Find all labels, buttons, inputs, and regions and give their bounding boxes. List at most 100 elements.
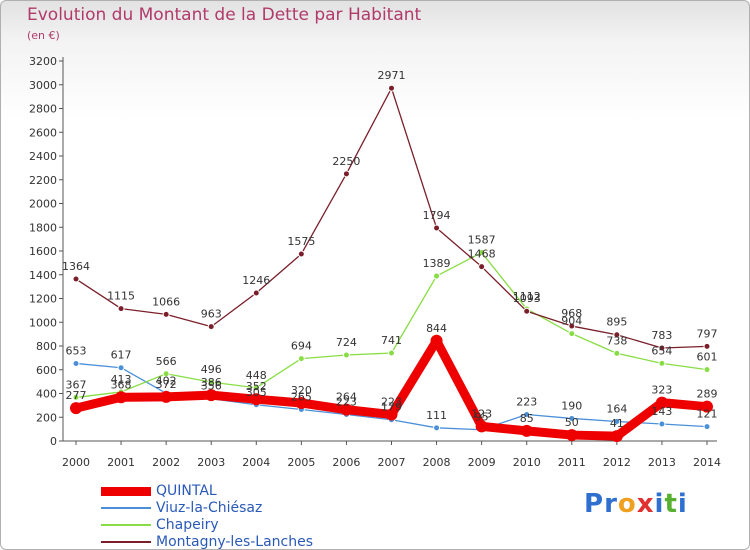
data-label-montagny-les-lanches: 2250 <box>332 155 360 168</box>
data-point-quintal <box>160 390 173 403</box>
data-point-montagny-les-lanches <box>207 323 215 331</box>
data-label-chapeiry: 566 <box>156 355 177 368</box>
y-tick-label: 2600 <box>29 126 57 139</box>
data-label-montagny-les-lanches: 1575 <box>287 235 315 248</box>
y-tick-label: 1600 <box>29 245 57 258</box>
data-point-viuz-la-chi-saz <box>72 359 80 367</box>
data-label-montagny-les-lanches: 2971 <box>378 69 406 82</box>
data-point-montagny-les-lanches <box>568 322 576 330</box>
x-tick-label: 2006 <box>332 456 360 469</box>
data-point-montagny-les-lanches <box>433 224 441 232</box>
data-label-viuz-la-chi-saz: 190 <box>561 399 582 412</box>
legend-swatch-quintal <box>101 487 151 496</box>
data-label-chapeiry: 1112 <box>513 290 541 303</box>
legend-label-quintal: QUINTAL <box>156 483 217 499</box>
data-point-quintal <box>701 400 713 413</box>
data-label-montagny-les-lanches: 1066 <box>152 295 180 308</box>
y-tick-label: 200 <box>36 411 57 424</box>
proxiti-logo: Proxiti <box>584 489 688 519</box>
data-point-montagny-les-lanches <box>703 342 711 350</box>
data-label-chapeiry: 496 <box>201 363 222 376</box>
data-label-chapeiry: 601 <box>697 351 718 364</box>
data-label-montagny-les-lanches: 783 <box>651 329 672 342</box>
data-point-quintal <box>340 403 353 416</box>
chart-axes: 0 200 400 600 800 1000 1200 1400 1600 1800 2000 220… <box>29 55 721 469</box>
data-point-quintal <box>430 334 443 347</box>
data-label-viuz-la-chi-saz: 356 <box>201 380 222 393</box>
x-tick-label: 2001 <box>107 456 135 469</box>
y-tick-label: 2800 <box>29 103 57 116</box>
x-tick-label: 2011 <box>558 456 586 469</box>
data-label-viuz-la-chi-saz: 653 <box>66 344 87 357</box>
logo-letter: P <box>584 489 605 519</box>
data-label-quintal: 386 <box>201 376 222 389</box>
data-point-chapeiry <box>162 370 170 378</box>
data-label-quintal: 368 <box>111 378 132 391</box>
logo-letter: o <box>617 489 637 519</box>
y-tick-label: 2200 <box>29 174 57 187</box>
x-tick-label: 2002 <box>152 456 180 469</box>
x-tick-label: 2014 <box>693 456 721 469</box>
data-label-viuz-la-chi-saz: 402 <box>156 374 177 387</box>
data-point-chapeiry <box>72 393 80 401</box>
data-label-chapeiry: 694 <box>291 340 312 353</box>
logo-letter: r <box>604 489 618 519</box>
x-tick-label: 2008 <box>423 456 451 469</box>
data-point-montagny-les-lanches <box>478 263 486 271</box>
logo-letter: i <box>654 489 665 519</box>
data-label-quintal: 123 <box>471 407 492 420</box>
y-tick-label: 1800 <box>29 221 57 234</box>
data-point-viuz-la-chi-saz <box>658 420 666 428</box>
data-label-quintal: 320 <box>291 384 312 397</box>
data-point-montagny-les-lanches <box>117 305 125 313</box>
data-point-chapeiry <box>613 349 621 357</box>
data-label-viuz-la-chi-saz: 223 <box>336 396 357 409</box>
x-tick-label: 2012 <box>603 456 631 469</box>
data-point-chapeiry <box>433 272 441 280</box>
data-point-quintal <box>655 396 668 409</box>
data-point-quintal <box>385 408 398 421</box>
x-tick-label: 2004 <box>242 456 270 469</box>
data-point-quintal <box>115 391 128 404</box>
data-point-quintal <box>565 429 578 442</box>
data-point-montagny-les-lanches <box>252 289 260 297</box>
data-point-montagny-les-lanches <box>297 250 305 258</box>
data-point-viuz-la-chi-saz <box>523 411 531 419</box>
y-tick-label: 1200 <box>29 293 57 306</box>
data-label-chapeiry: 724 <box>336 336 357 349</box>
data-label-quintal: 352 <box>246 380 267 393</box>
y-tick-label: 800 <box>36 340 57 353</box>
data-label-chapeiry: 448 <box>246 369 267 382</box>
data-label-viuz-la-chi-saz: 223 <box>516 396 537 409</box>
data-label-quintal: 50 <box>565 416 579 429</box>
data-point-chapeiry <box>388 349 395 357</box>
data-point-quintal <box>475 420 488 433</box>
data-point-chapeiry <box>703 366 711 374</box>
data-label-viuz-la-chi-saz: 143 <box>651 405 672 418</box>
data-point-montagny-les-lanches <box>658 344 666 352</box>
legend-label-montagny: Montagny-les-Lanches <box>156 534 314 550</box>
data-label-viuz-la-chi-saz: 121 <box>697 408 718 421</box>
y-tick-label: 1000 <box>29 316 57 329</box>
logo-letter: x <box>636 489 655 519</box>
data-point-montagny-les-lanches <box>342 170 350 178</box>
data-point-chapeiry <box>252 384 260 392</box>
legend-swatch-viuz <box>101 507 151 509</box>
x-tick-label: 2007 <box>378 456 406 469</box>
data-label-montagny-les-lanches: 1364 <box>62 260 90 273</box>
data-label-montagny-les-lanches: 963 <box>201 308 222 321</box>
y-tick-label: 3000 <box>29 79 57 92</box>
legend-label-viuz: Viuz-la-Chiésaz <box>156 500 263 516</box>
x-tick-label: 2003 <box>197 456 225 469</box>
data-label-chapeiry: 654 <box>651 344 672 357</box>
legend-label-chapeiry: Chapeiry <box>156 517 219 533</box>
x-tick-label: 2000 <box>62 456 90 469</box>
data-point-montagny-les-lanches <box>523 307 531 315</box>
data-label-quintal: 289 <box>697 388 718 401</box>
data-point-quintal <box>70 402 82 415</box>
data-label-montagny-les-lanches: 1093 <box>513 292 541 305</box>
data-label-chapeiry: 741 <box>381 334 402 347</box>
